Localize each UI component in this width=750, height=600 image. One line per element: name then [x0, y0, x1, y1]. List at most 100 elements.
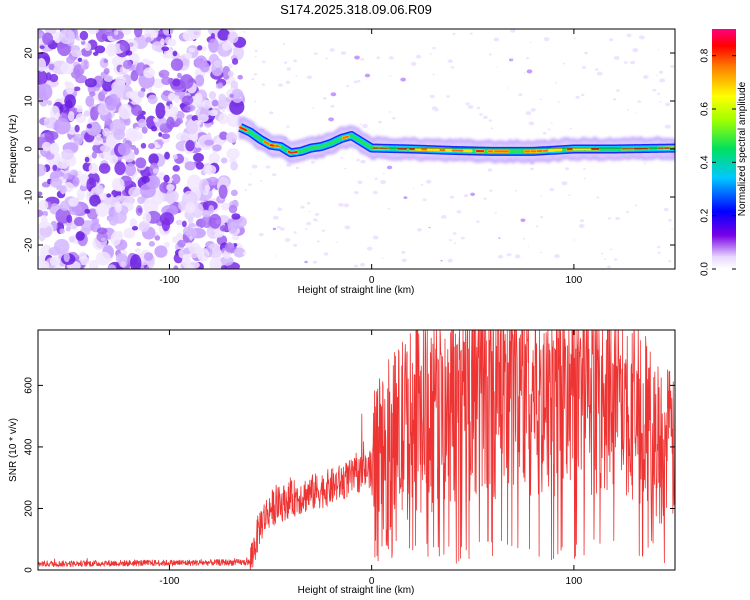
noise-blob: [48, 63, 55, 71]
ridge-hot-yellow: [548, 148, 563, 152]
colorbar-label: Normalized spectral amplitude: [737, 81, 748, 216]
speckle-dot: [295, 166, 300, 170]
speckle-dot: [642, 75, 649, 80]
noise-blob: [89, 259, 99, 269]
speckle-dot: [244, 189, 248, 191]
noise-blob: [105, 96, 118, 111]
noise-blob: [73, 133, 83, 146]
noise-blob: [210, 231, 216, 236]
speckle-dot: [659, 78, 666, 83]
noise-blob: [175, 219, 183, 226]
speckle-dot: [607, 217, 612, 220]
noise-blob: [195, 55, 208, 69]
noise-blob: [66, 214, 73, 224]
spectrogram-ytick-label: 0: [24, 146, 35, 152]
speckle-dot: [525, 57, 530, 60]
noise-blob: [74, 216, 85, 227]
noise-blob: [185, 202, 196, 214]
figure-title: S174.2025.318.09.06.R09: [280, 2, 432, 17]
speckle-dot: [626, 109, 629, 111]
speckle-dot: [635, 112, 638, 114]
speckle-dot: [616, 89, 620, 92]
noise-blob: [200, 46, 207, 52]
speckle-dot: [550, 122, 553, 124]
noise-blob: [170, 58, 184, 72]
speckle-dot: [354, 190, 359, 195]
noise-blob: [195, 161, 204, 170]
noise-blob: [184, 161, 196, 171]
speckle-dot: [668, 218, 672, 222]
speckle-dot: [284, 238, 291, 242]
speckle-dot: [429, 53, 432, 55]
snr-frame: [37, 329, 676, 571]
noise-blob: [162, 90, 171, 96]
noise-blob: [45, 152, 55, 160]
noise-blob: [48, 246, 62, 256]
noise-blob: [91, 151, 97, 159]
noise-blob: [212, 229, 225, 238]
speckle-dot: [366, 246, 373, 251]
speckle-dot: [529, 167, 534, 171]
noise-blob: [72, 176, 80, 187]
noise-blob: [162, 138, 170, 143]
noise-blob: [218, 184, 228, 199]
noise-blob: [89, 194, 101, 207]
noise-blob: [217, 177, 230, 188]
speckle-dot: [364, 73, 371, 78]
noise-blob: [68, 197, 79, 207]
noise-blob: [84, 156, 90, 163]
spectrogram-ytick-label: 20: [24, 47, 35, 59]
noise-blob: [163, 29, 171, 35]
noise-blob: [204, 184, 211, 193]
speckle-dot: [338, 202, 344, 207]
noise-blob: [96, 227, 108, 235]
noise-blob: [111, 80, 126, 93]
speckle-dot: [376, 56, 381, 60]
noise-blob: [78, 251, 87, 260]
noise-blob: [140, 142, 147, 149]
speckle-dot: [277, 207, 283, 212]
noise-blob: [99, 194, 106, 201]
speckle-dot: [253, 73, 258, 76]
speckle-dot: [261, 60, 266, 64]
speckle-dot: [304, 260, 308, 264]
colorbar-gradient: [712, 29, 736, 269]
speckle-dot: [608, 38, 614, 42]
noise-blob: [166, 116, 175, 130]
speckle-dot: [557, 101, 560, 103]
speckle-dot: [596, 71, 603, 76]
speckle-dot: [254, 55, 257, 58]
speckle-dot: [638, 35, 645, 40]
noise-blob: [100, 237, 106, 242]
speckle-dot: [506, 252, 512, 257]
speckle-dot: [306, 221, 311, 226]
noise-blob: [197, 247, 210, 262]
noise-blob: [38, 83, 53, 101]
noise-blob: [49, 73, 59, 83]
spectrogram-ridge: [237, 116, 675, 164]
noise-blob: [44, 130, 59, 141]
speckle-dot: [272, 227, 277, 231]
noise-blob: [50, 177, 63, 188]
noise-blob: [137, 118, 147, 129]
noise-blob: [172, 164, 180, 172]
speckle-dot: [514, 190, 518, 192]
noise-blob: [131, 225, 139, 231]
speckle-dot: [314, 212, 320, 216]
noise-blob: [112, 210, 127, 224]
noise-blob: [197, 45, 203, 51]
noise-blob: [159, 72, 165, 77]
noise-blob: [161, 46, 170, 52]
noise-blob: [137, 90, 145, 98]
speckle-dot: [381, 257, 384, 259]
speckle-dot: [247, 183, 252, 186]
speckle-dot: [359, 262, 366, 267]
speckle-dot: [580, 93, 585, 97]
speckle-dot: [488, 119, 493, 122]
ridge-hot-red: [342, 135, 350, 139]
noise-blob: [169, 103, 173, 109]
speckle-dot: [539, 251, 543, 254]
noise-blob: [148, 143, 156, 150]
speckle-dot: [547, 128, 551, 131]
noise-blob: [38, 30, 44, 39]
